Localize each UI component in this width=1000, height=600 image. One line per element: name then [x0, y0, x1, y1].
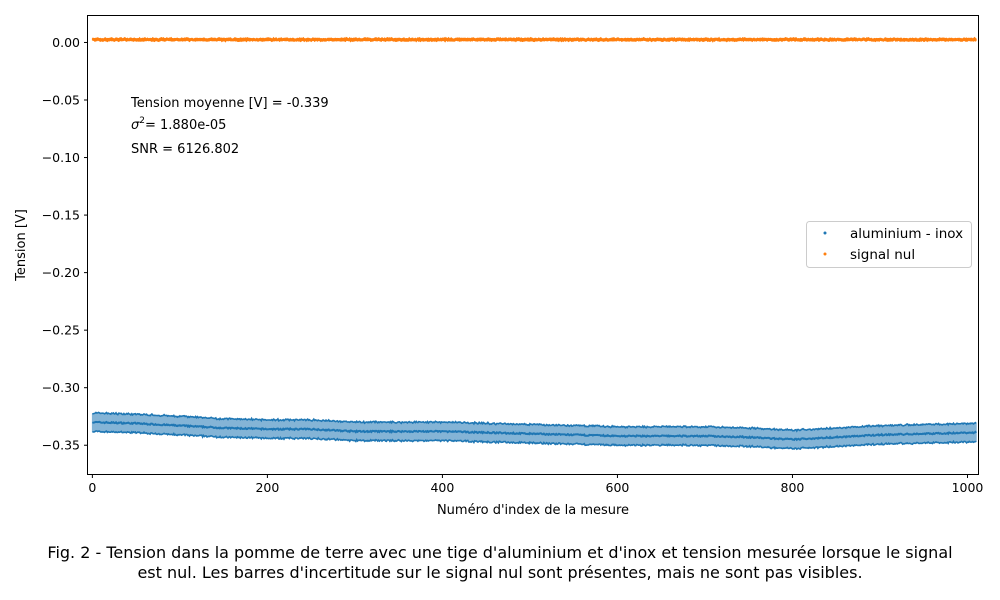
- x-tick-label: 400: [430, 480, 454, 495]
- variance-exponent: 2: [139, 116, 145, 126]
- y-tick-label: −0.10: [42, 150, 80, 165]
- annotation-variance: σ2= 1.880e-05: [131, 116, 226, 133]
- series-signal-nul: [91, 36, 977, 43]
- x-tick-label: 800: [781, 480, 805, 495]
- plot-area: [91, 36, 977, 451]
- x-axis-label: Numéro d'index de la mesure: [437, 503, 629, 518]
- error-cap-top: [92, 411, 977, 433]
- legend-label-aluminium: aluminium - inox: [850, 226, 963, 242]
- data-points: [92, 420, 977, 442]
- data-points: [92, 37, 977, 42]
- y-tick-label: −0.05: [42, 93, 80, 108]
- x-tick-label: 200: [255, 480, 279, 495]
- series-aluminium-inox: [91, 411, 977, 451]
- x-tick-label: 0: [88, 480, 96, 495]
- x-axis: 0 200 400 600 800 1000: [88, 474, 983, 495]
- annotation-snr: SNR = 6126.802: [131, 142, 239, 157]
- variance-symbol: σ: [131, 118, 140, 133]
- y-tick-label: −0.15: [42, 208, 80, 223]
- y-tick-label: −0.20: [42, 265, 80, 280]
- y-axis-label: Tension [V]: [14, 209, 29, 282]
- variance-value: = 1.880e-05: [145, 118, 226, 133]
- y-tick-label: −0.25: [42, 323, 80, 338]
- legend-marker-signal-nul: [823, 252, 827, 256]
- x-tick-label: 1000: [952, 480, 984, 495]
- legend-marker-aluminium: [823, 231, 827, 235]
- legend-label-signal-nul: signal nul: [850, 247, 915, 263]
- figure-caption: Fig. 2 - Tension dans la pomme de terre …: [47, 543, 953, 582]
- y-tick-label: −0.30: [42, 380, 80, 395]
- x-tick-label: 600: [606, 480, 630, 495]
- axes-frame: [87, 15, 979, 475]
- y-tick-label: −0.35: [42, 438, 80, 453]
- error-cap-bottom: [92, 430, 977, 451]
- y-tick-label: 0.00: [52, 35, 80, 50]
- error-cap-bottom: [92, 38, 977, 43]
- legend: aluminium - inox signal nul: [806, 221, 972, 268]
- legend-box: [806, 221, 972, 268]
- y-axis: 0.00 −0.05 −0.10 −0.15 −0.20 −0.25 −0.30 −0.35: [42, 35, 88, 453]
- annotation-mean: Tension moyenne [V] = -0.339: [130, 96, 329, 111]
